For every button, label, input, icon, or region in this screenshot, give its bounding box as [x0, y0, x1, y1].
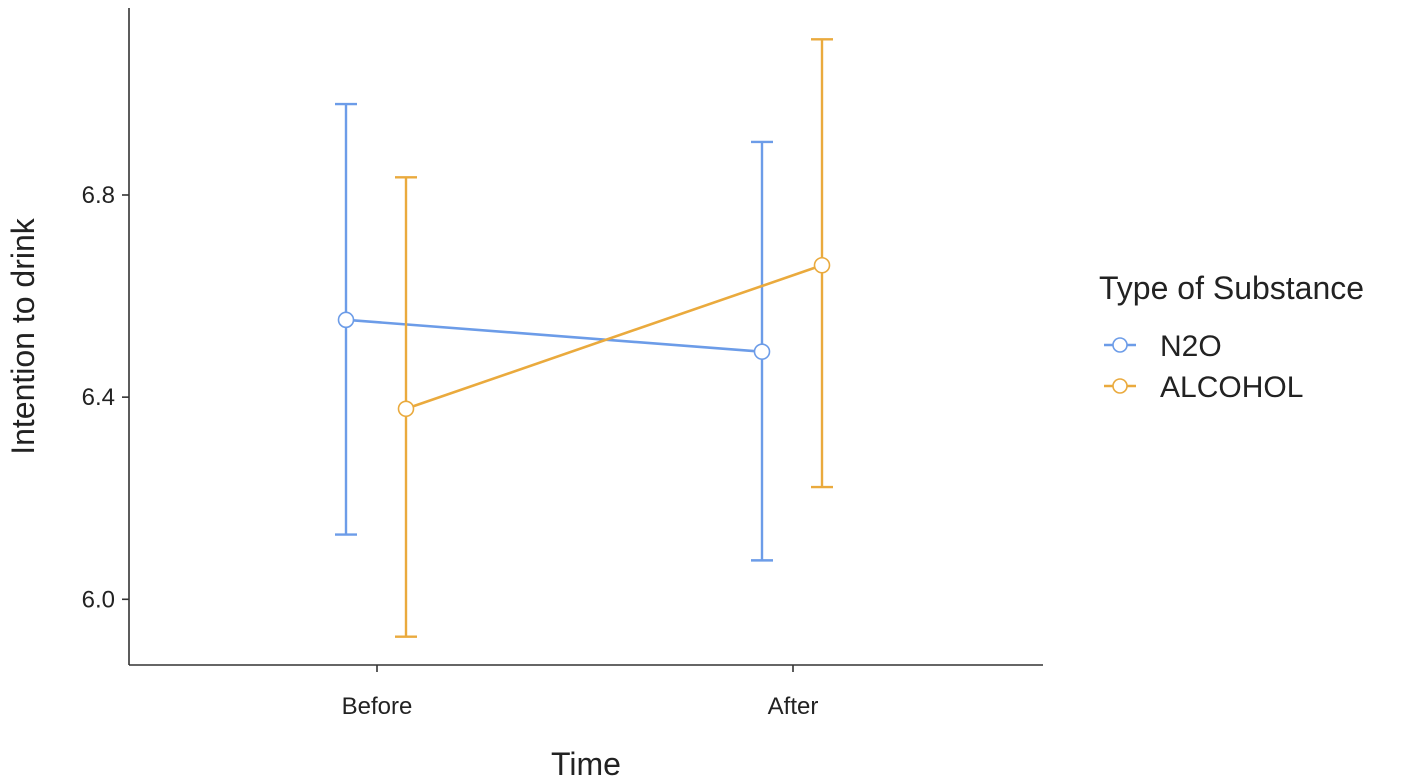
data-point [753, 343, 771, 360]
legend-label: ALCOHOL [1160, 371, 1303, 404]
legend-label: N2O [1160, 330, 1222, 363]
data-point [813, 256, 831, 274]
series-n2o [335, 102, 773, 562]
series-alcohol [395, 38, 833, 638]
legend: Type of Substance N2O ALCOHOL [1099, 270, 1364, 404]
legend-key-point [1112, 378, 1128, 394]
x-axis-title: Time [551, 746, 621, 782]
data-point [337, 311, 355, 329]
legend-key-point [1112, 337, 1128, 353]
series-line [345, 318, 763, 353]
y-tick-label: 6.8 [82, 182, 115, 209]
series-line [405, 264, 823, 410]
y-axis-title: Intention to drink [5, 217, 41, 455]
legend-title: Type of Substance [1099, 270, 1364, 306]
x-tick-label: After [768, 693, 819, 720]
x-tick-label: Before [342, 693, 413, 720]
data-point [397, 400, 415, 418]
plot-area: 6.0 6.4 6.8 Before After [82, 8, 1043, 720]
legend-entry: N2O [1104, 330, 1222, 363]
legend-entry: ALCOHOL [1104, 371, 1303, 404]
y-tick-label: 6.0 [82, 586, 115, 613]
y-tick-label: 6.4 [82, 384, 115, 411]
